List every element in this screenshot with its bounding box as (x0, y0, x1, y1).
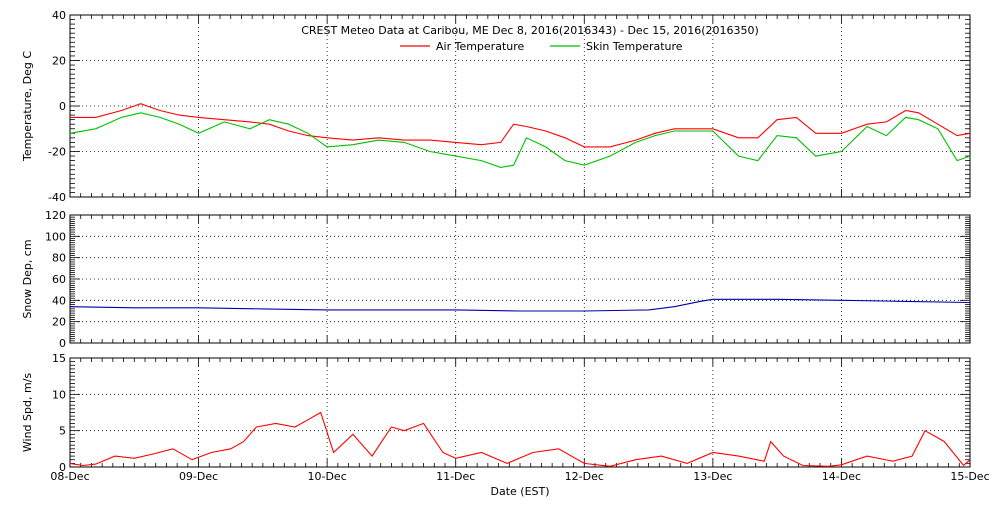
panel-snow_depth: 0 20 40 60 80 100 120 Snow Dep, cm (21, 209, 971, 350)
series-line-snow_depth (69, 298, 971, 312)
y-tick-label: 15 (52, 352, 66, 365)
legend-label: Skin Temperature (586, 40, 683, 53)
x-tick-label: 09-Dec (179, 470, 218, 483)
chart-title: CREST Meteo Data at Caribou, ME Dec 8, 2… (301, 24, 759, 37)
y-tick-label: 20 (52, 55, 66, 68)
y-tick-label: 40 (52, 294, 66, 307)
y-axis-label: Snow Dep, cm (21, 239, 34, 318)
x-tick-label: 10-Dec (308, 470, 347, 483)
series-line-air-temperature (70, 103, 971, 148)
y-axis-label: Wind Spd, m/s (21, 373, 34, 453)
y-tick-label: -40 (48, 191, 66, 204)
x-tick-label: 13-Dec (693, 470, 732, 483)
series-line-skin-temperature (69, 112, 971, 168)
y-tick-label: 5 (59, 425, 66, 438)
x-axis-label: Date (EST) (490, 485, 549, 498)
x-tick-label: 15-Dec (950, 470, 989, 483)
y-tick-label: 0 (59, 461, 66, 474)
y-tick-label: 10 (52, 388, 66, 401)
series-line-wind_speed (69, 411, 971, 467)
y-tick-label: 0 (59, 100, 66, 113)
y-tick-label: 120 (45, 209, 66, 222)
y-axis-label: Temperature, Deg C (21, 51, 34, 162)
x-tick-label: 12-Dec (565, 470, 604, 483)
y-tick-label: 80 (52, 252, 66, 265)
x-tick-label: 11-Dec (436, 470, 475, 483)
y-tick-label: 40 (52, 9, 66, 22)
panel-wind_speed: 0 5 10 15 Wind Spd, m/s 08-Dec 09-Dec 10-Dec 11-… (21, 352, 990, 483)
x-tick-label: 08-Dec (50, 470, 89, 483)
y-tick-label: 60 (52, 273, 66, 286)
plot-frame (69, 357, 971, 468)
x-tick-label: 14-Dec (822, 470, 861, 483)
y-tick-label: -20 (48, 146, 66, 159)
y-tick-label: 20 (52, 316, 66, 329)
panel-temperature: -40 -20 0 20 40 Temperature, Deg C Air Tempera… (21, 9, 971, 204)
legend-label: Air Temperature (436, 40, 525, 53)
y-tick-label: 0 (59, 337, 66, 350)
y-tick-label: 100 (45, 230, 66, 243)
plot-panels: -40 -20 0 20 40 Temperature, Deg C Air Tempera… (21, 9, 990, 483)
